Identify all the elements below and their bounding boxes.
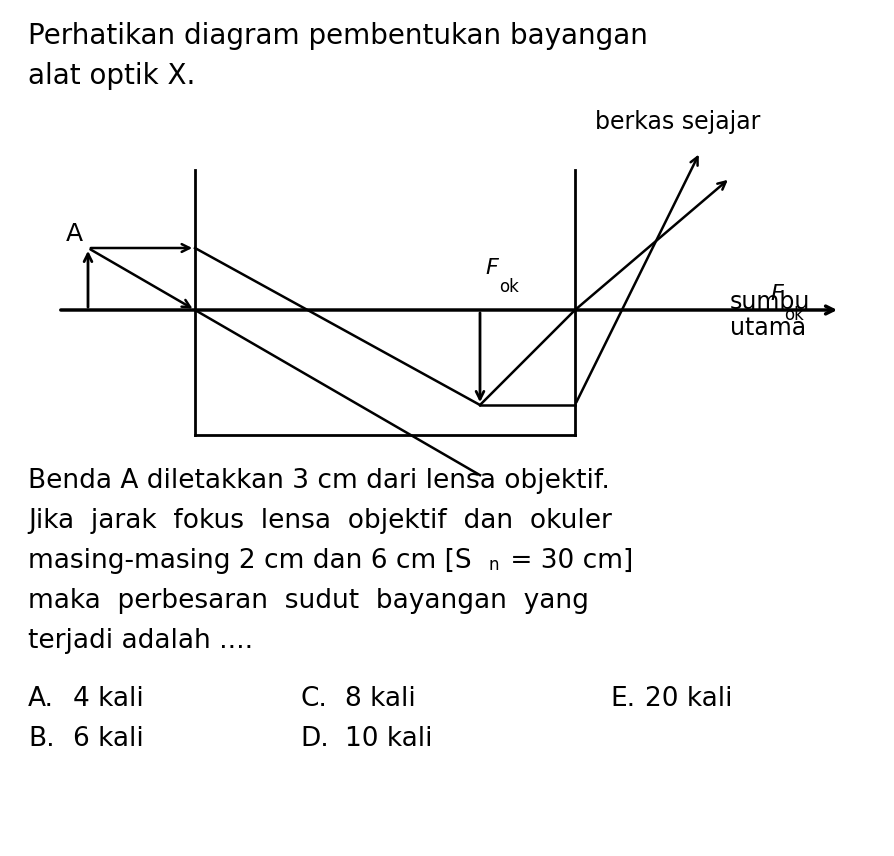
Text: Perhatikan diagram pembentukan bayangan: Perhatikan diagram pembentukan bayangan — [28, 22, 648, 50]
Text: C.: C. — [300, 686, 327, 712]
Text: maka  perbesaran  sudut  bayangan  yang: maka perbesaran sudut bayangan yang — [28, 588, 589, 614]
Text: terjadi adalah ....: terjadi adalah .... — [28, 628, 253, 654]
Text: ok: ok — [784, 306, 804, 324]
Text: 10 kali: 10 kali — [345, 726, 433, 752]
Text: ok: ok — [499, 278, 519, 296]
Text: 4 kali: 4 kali — [73, 686, 144, 712]
Text: berkas sejajar: berkas sejajar — [595, 110, 761, 134]
Text: Jika  jarak  fokus  lensa  objektif  dan  okuler: Jika jarak fokus lensa objektif dan okul… — [28, 508, 611, 534]
Text: A: A — [66, 222, 83, 246]
Text: B.: B. — [28, 726, 55, 752]
Text: $F$: $F$ — [485, 258, 500, 278]
Text: A.: A. — [28, 686, 54, 712]
Text: 6 kali: 6 kali — [73, 726, 144, 752]
Text: n: n — [489, 556, 500, 574]
Text: utama: utama — [730, 316, 806, 340]
Text: masing-masing 2 cm dan 6 cm [S: masing-masing 2 cm dan 6 cm [S — [28, 548, 472, 574]
Text: $F$: $F$ — [770, 284, 785, 304]
Text: alat optik X.: alat optik X. — [28, 62, 196, 90]
Text: D.: D. — [300, 726, 329, 752]
Text: = 30 cm]: = 30 cm] — [502, 548, 633, 574]
Text: sumbu: sumbu — [730, 290, 810, 314]
Text: 8 kali: 8 kali — [345, 686, 416, 712]
Text: E.: E. — [610, 686, 635, 712]
Text: 20 kali: 20 kali — [645, 686, 732, 712]
Text: Benda A diletakkan 3 cm dari lensa objektif.: Benda A diletakkan 3 cm dari lensa objek… — [28, 468, 610, 494]
